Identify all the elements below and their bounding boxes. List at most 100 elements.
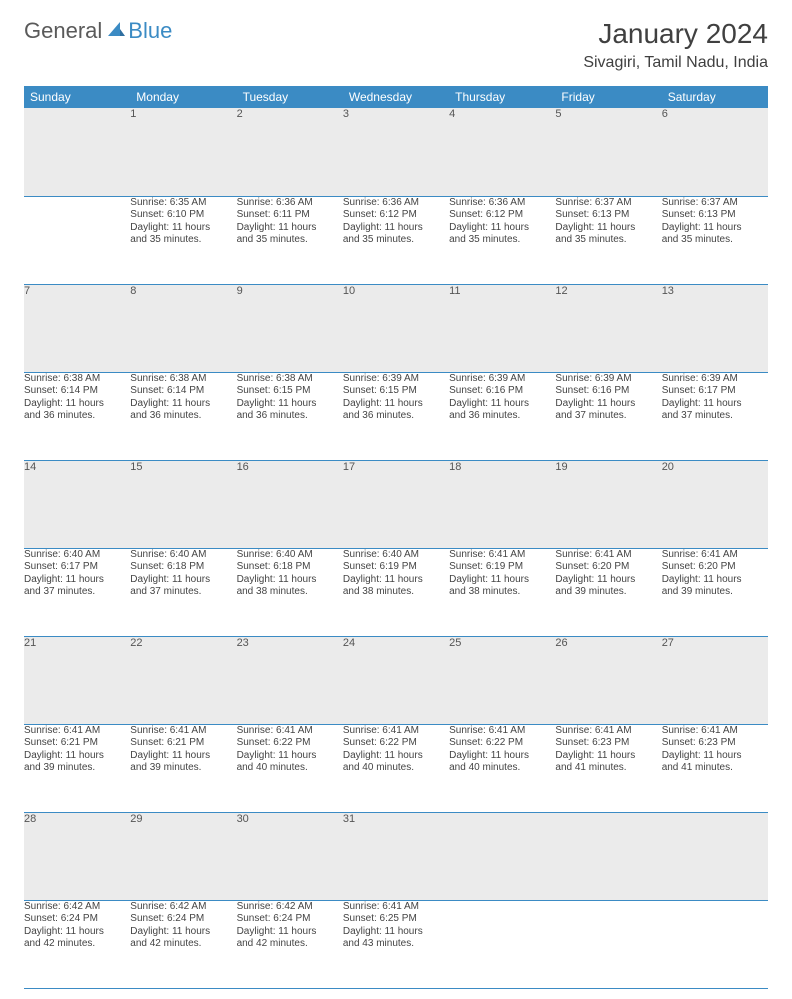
sunset-text: Sunset: 6:25 PM — [343, 913, 449, 926]
day2-text: and 35 minutes. — [662, 234, 768, 247]
day2-text: and 40 minutes. — [449, 762, 555, 775]
sunrise-text: Sunrise: 6:42 AM — [24, 901, 130, 914]
day1-text: Daylight: 11 hours — [130, 222, 236, 235]
day-number — [24, 108, 130, 196]
sunrise-text: Sunrise: 6:35 AM — [130, 197, 236, 210]
day-number: 18 — [449, 460, 555, 548]
day1-text: Daylight: 11 hours — [343, 398, 449, 411]
day-cell: Sunrise: 6:39 AMSunset: 6:17 PMDaylight:… — [662, 372, 768, 460]
day-number: 26 — [555, 636, 661, 724]
weekday-header: Sunday — [24, 86, 130, 108]
sunset-text: Sunset: 6:16 PM — [449, 385, 555, 398]
sunrise-text: Sunrise: 6:39 AM — [555, 373, 661, 386]
daynum-row: 28293031 — [24, 812, 768, 900]
day-number: 13 — [662, 284, 768, 372]
day-number: 6 — [662, 108, 768, 196]
day2-text: and 38 minutes. — [449, 586, 555, 599]
day-cell: Sunrise: 6:36 AMSunset: 6:11 PMDaylight:… — [237, 196, 343, 284]
sunset-text: Sunset: 6:12 PM — [343, 209, 449, 222]
day-number: 9 — [237, 284, 343, 372]
daynum-row: 78910111213 — [24, 284, 768, 372]
day1-text: Daylight: 11 hours — [343, 750, 449, 763]
day1-text: Daylight: 11 hours — [237, 222, 343, 235]
sunrise-text: Sunrise: 6:41 AM — [24, 725, 130, 738]
day-cell: Sunrise: 6:35 AMSunset: 6:10 PMDaylight:… — [130, 196, 236, 284]
sunset-text: Sunset: 6:17 PM — [24, 561, 130, 574]
day1-text: Daylight: 11 hours — [130, 574, 236, 587]
day-cell: Sunrise: 6:42 AMSunset: 6:24 PMDaylight:… — [130, 900, 236, 988]
day-number: 11 — [449, 284, 555, 372]
content-row: Sunrise: 6:38 AMSunset: 6:14 PMDaylight:… — [24, 372, 768, 460]
day-number: 16 — [237, 460, 343, 548]
day-number: 5 — [555, 108, 661, 196]
sunrise-text: Sunrise: 6:42 AM — [130, 901, 236, 914]
location: Sivagiri, Tamil Nadu, India — [583, 54, 768, 72]
day-cell: Sunrise: 6:38 AMSunset: 6:14 PMDaylight:… — [24, 372, 130, 460]
day2-text: and 36 minutes. — [237, 410, 343, 423]
sunset-text: Sunset: 6:12 PM — [449, 209, 555, 222]
day-cell: Sunrise: 6:41 AMSunset: 6:22 PMDaylight:… — [237, 724, 343, 812]
day2-text: and 36 minutes. — [130, 410, 236, 423]
day1-text: Daylight: 11 hours — [343, 574, 449, 587]
sunrise-text: Sunrise: 6:40 AM — [237, 549, 343, 562]
day2-text: and 40 minutes. — [343, 762, 449, 775]
day1-text: Daylight: 11 hours — [130, 926, 236, 939]
sunset-text: Sunset: 6:24 PM — [237, 913, 343, 926]
day2-text: and 41 minutes. — [662, 762, 768, 775]
day2-text: and 37 minutes. — [24, 586, 130, 599]
sunset-text: Sunset: 6:20 PM — [662, 561, 768, 574]
sunrise-text: Sunrise: 6:40 AM — [343, 549, 449, 562]
day1-text: Daylight: 11 hours — [449, 222, 555, 235]
sunset-text: Sunset: 6:22 PM — [449, 737, 555, 750]
sunset-text: Sunset: 6:17 PM — [662, 385, 768, 398]
sunset-text: Sunset: 6:21 PM — [24, 737, 130, 750]
content-row: Sunrise: 6:40 AMSunset: 6:17 PMDaylight:… — [24, 548, 768, 636]
sunset-text: Sunset: 6:23 PM — [555, 737, 661, 750]
day1-text: Daylight: 11 hours — [237, 398, 343, 411]
sunrise-text: Sunrise: 6:39 AM — [343, 373, 449, 386]
day-cell: Sunrise: 6:41 AMSunset: 6:22 PMDaylight:… — [449, 724, 555, 812]
weekday-header-row: Sunday Monday Tuesday Wednesday Thursday… — [24, 86, 768, 108]
daynum-row: 14151617181920 — [24, 460, 768, 548]
sunrise-text: Sunrise: 6:41 AM — [662, 549, 768, 562]
sunset-text: Sunset: 6:13 PM — [662, 209, 768, 222]
day2-text: and 35 minutes. — [130, 234, 236, 247]
day1-text: Daylight: 11 hours — [237, 574, 343, 587]
sunset-text: Sunset: 6:20 PM — [555, 561, 661, 574]
day-number: 10 — [343, 284, 449, 372]
day-cell: Sunrise: 6:41 AMSunset: 6:21 PMDaylight:… — [24, 724, 130, 812]
day2-text: and 36 minutes. — [449, 410, 555, 423]
logo-text-general: General — [24, 18, 102, 44]
day2-text: and 38 minutes. — [237, 586, 343, 599]
day-cell: Sunrise: 6:40 AMSunset: 6:17 PMDaylight:… — [24, 548, 130, 636]
day2-text: and 38 minutes. — [343, 586, 449, 599]
logo-sail-icon — [106, 18, 126, 44]
day-number: 28 — [24, 812, 130, 900]
day-number: 29 — [130, 812, 236, 900]
day1-text: Daylight: 11 hours — [555, 574, 661, 587]
sunset-text: Sunset: 6:24 PM — [24, 913, 130, 926]
weekday-header: Saturday — [662, 86, 768, 108]
day-cell: Sunrise: 6:42 AMSunset: 6:24 PMDaylight:… — [24, 900, 130, 988]
day2-text: and 39 minutes. — [555, 586, 661, 599]
day2-text: and 39 minutes. — [24, 762, 130, 775]
sunset-text: Sunset: 6:23 PM — [662, 737, 768, 750]
day-cell: Sunrise: 6:41 AMSunset: 6:25 PMDaylight:… — [343, 900, 449, 988]
day-number: 15 — [130, 460, 236, 548]
sunrise-text: Sunrise: 6:41 AM — [130, 725, 236, 738]
sunrise-text: Sunrise: 6:41 AM — [449, 725, 555, 738]
day1-text: Daylight: 11 hours — [555, 750, 661, 763]
day-cell: Sunrise: 6:41 AMSunset: 6:19 PMDaylight:… — [449, 548, 555, 636]
day-number: 21 — [24, 636, 130, 724]
day-cell: Sunrise: 6:37 AMSunset: 6:13 PMDaylight:… — [555, 196, 661, 284]
day1-text: Daylight: 11 hours — [24, 750, 130, 763]
day2-text: and 42 minutes. — [130, 938, 236, 951]
day-cell: Sunrise: 6:39 AMSunset: 6:15 PMDaylight:… — [343, 372, 449, 460]
weekday-header: Monday — [130, 86, 236, 108]
content-row: Sunrise: 6:42 AMSunset: 6:24 PMDaylight:… — [24, 900, 768, 988]
sunset-text: Sunset: 6:18 PM — [237, 561, 343, 574]
day-cell — [555, 900, 661, 988]
weekday-header: Tuesday — [237, 86, 343, 108]
day-cell: Sunrise: 6:36 AMSunset: 6:12 PMDaylight:… — [343, 196, 449, 284]
sunset-text: Sunset: 6:19 PM — [449, 561, 555, 574]
